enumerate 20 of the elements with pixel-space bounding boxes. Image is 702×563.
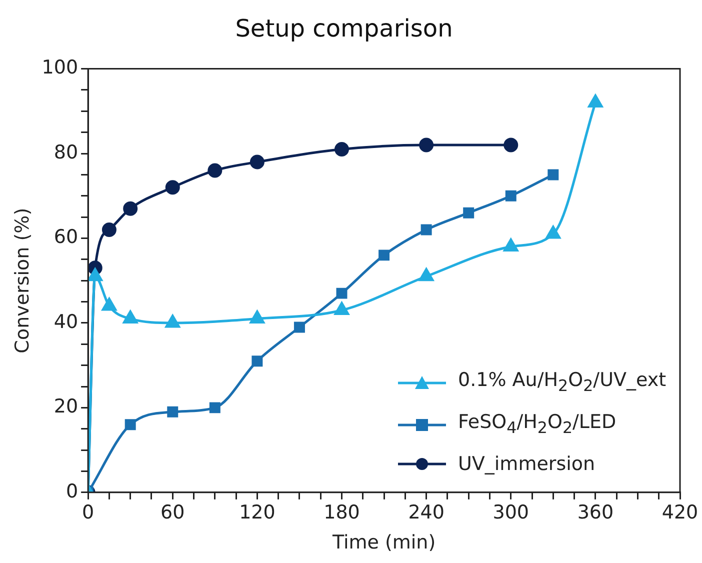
y-tick-label: 80 xyxy=(54,141,78,164)
x-tick-label: 300 xyxy=(492,502,530,524)
y-tick-label: 40 xyxy=(54,310,78,333)
y-tick-label: 0 xyxy=(66,480,78,502)
x-tick-label: 360 xyxy=(577,502,614,524)
legend-label: FeSO$_{4}$/H$_{2}$O$_{2}$/LED xyxy=(458,410,616,439)
x-tick-label: 240 xyxy=(408,502,444,524)
y-axis-title: Conversion (%) xyxy=(11,208,34,354)
x-tick-label: 420 xyxy=(662,502,698,524)
x-tick-label: 0 xyxy=(82,502,94,524)
x-tick-label: 60 xyxy=(160,502,185,524)
chart-title: Setup comparison xyxy=(235,14,453,43)
y-tick-label: 100 xyxy=(42,56,78,79)
x-tick-label: 120 xyxy=(239,502,276,524)
x-tick-label: 180 xyxy=(324,502,360,524)
y-tick-label: 20 xyxy=(54,396,78,418)
y-tick-label: 60 xyxy=(54,226,78,248)
x-axis-title: Time (min) xyxy=(331,532,436,554)
legend-label: UV_immersion xyxy=(458,452,596,477)
legend-label: 0.1% Au/H$_{2}$O$_{2}$/UV_ext xyxy=(458,368,666,398)
